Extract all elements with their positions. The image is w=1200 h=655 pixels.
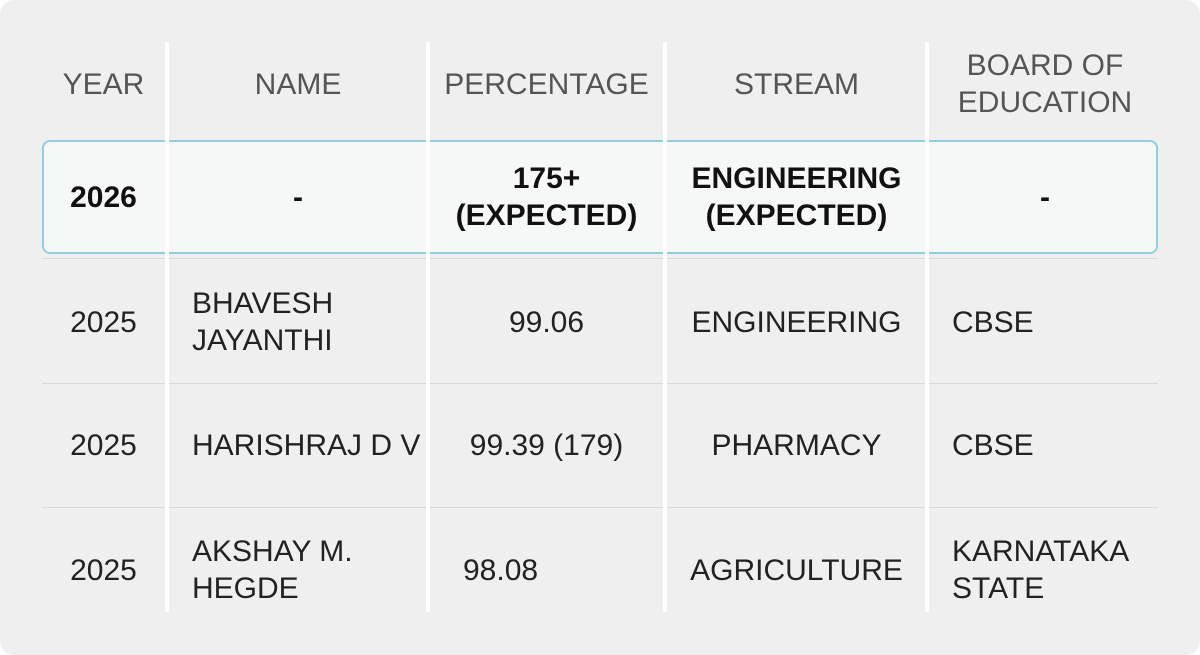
table-cell: CBSE (952, 390, 1160, 500)
table-cell: ENGINEERING (668, 267, 925, 377)
cell-text: 99.06 (508, 305, 585, 339)
header-cell: PERCENTAGE (430, 29, 663, 139)
cell-text: (EXPECTED) (455, 199, 638, 232)
table-cell: KARNATAKA STATE (952, 515, 1160, 625)
table-cell: 99.39 (179) (430, 390, 663, 500)
cell-text: - (293, 180, 303, 214)
cell-text: HARISHRAJ D V (192, 428, 421, 462)
cell-text: 99.39 (179) (469, 428, 624, 462)
table-cell: 175+ (EXPECTED) (430, 142, 663, 252)
column-divider (925, 42, 929, 612)
cell-text: KARNATAKA (952, 535, 1130, 568)
cell-text: STREAM (733, 67, 859, 101)
highlight-row (42, 140, 1158, 254)
table-cell: 2025 (40, 515, 167, 625)
cell-text: 2025 (70, 305, 137, 339)
header-cell: BOARD OF EDUCATION (930, 29, 1160, 139)
cell-text: AKSHAY M. (192, 535, 353, 568)
cell-text: JAYANTHI (192, 324, 333, 357)
table-cell: 99.06 (430, 267, 663, 377)
table-cell: 2025 (40, 390, 167, 500)
cell-text: 2025 (70, 428, 137, 462)
cell-text: 2025 (70, 553, 137, 587)
table-cell: HARISHRAJ D V (192, 390, 426, 500)
table-cell: AGRICULTURE (668, 515, 925, 625)
cell-text: HEGDE (192, 572, 299, 605)
cell-text: ENGINEERING (691, 305, 902, 339)
cell-text: CBSE (952, 428, 1034, 462)
cell-text: AGRICULTURE (690, 553, 903, 587)
cell-text: - (1040, 180, 1050, 214)
cell-text: 175+ (512, 162, 581, 195)
header-cell: YEAR (40, 29, 167, 139)
header-cell: STREAM (668, 29, 925, 139)
header-cell: NAME (170, 29, 426, 139)
cell-text: 2026 (70, 180, 137, 214)
row-divider (42, 507, 1158, 508)
cell-text: ENGINEERING (691, 162, 902, 195)
cell-text: BOARD OF (966, 49, 1124, 82)
cell-text: BHAVESH (192, 287, 334, 320)
table-cell: - (930, 142, 1160, 252)
table-cell: CBSE (952, 267, 1160, 377)
cell-text: CBSE (952, 305, 1034, 339)
column-divider (426, 42, 430, 612)
column-divider (663, 42, 667, 612)
column-divider (165, 42, 169, 612)
table-cell: ENGINEERING (EXPECTED) (668, 142, 925, 252)
table-cell: 2026 (40, 142, 167, 252)
cell-text: 98.08 (463, 553, 539, 587)
table-cell: - (170, 142, 426, 252)
cell-text: NAME (254, 67, 342, 101)
cell-text: YEAR (62, 67, 145, 101)
row-divider (42, 383, 1158, 384)
table-cell: PHARMACY (668, 390, 925, 500)
cell-text: EDUCATION (957, 86, 1133, 119)
cell-text: PHARMACY (711, 428, 882, 462)
table-cell: 2025 (40, 267, 167, 377)
table-cell: AKSHAY M. HEGDE (192, 515, 426, 625)
row-divider (42, 258, 1158, 259)
table-cell: BHAVESH JAYANTHI (192, 267, 426, 377)
table-cell: 98.08 (463, 515, 663, 625)
cell-text: STATE (952, 572, 1045, 605)
cell-text: (EXPECTED) (705, 199, 888, 232)
cell-text: PERCENTAGE (444, 67, 649, 101)
